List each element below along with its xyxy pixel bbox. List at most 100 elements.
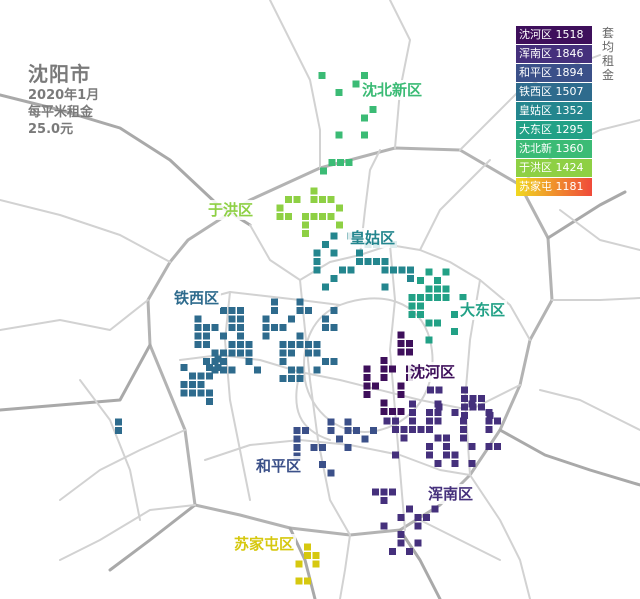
- rent-cell-hunnan: [443, 443, 450, 450]
- rent-cell-hunnan: [485, 426, 493, 433]
- rent-cell-tiexi: [288, 366, 295, 374]
- rent-cell-tiexi: [305, 341, 312, 348]
- rent-cell-yuhong: [319, 213, 326, 220]
- rent-cell-dadong: [434, 319, 441, 327]
- rent-cell-huanggu: [356, 249, 363, 257]
- rent-cell-tiexi: [203, 341, 210, 348]
- rent-cell-tiexi: [237, 341, 244, 348]
- road: [269, 0, 321, 169]
- rent-cell-heping: [344, 427, 352, 434]
- rent-cell-tiexi: [322, 315, 329, 323]
- rent-cell-tiexi: [288, 315, 295, 323]
- district-label-sujiatun: 苏家屯区: [232, 534, 297, 554]
- rent-cell-hunnan: [469, 403, 477, 411]
- rent-cell-tiexi: [180, 389, 188, 397]
- rent-cell-tiexi: [245, 341, 253, 348]
- road: [551, 297, 640, 301]
- rent-cell-huanggu: [364, 258, 372, 265]
- rent-cell-dadong: [442, 294, 450, 301]
- rent-cell-tiexi: [194, 315, 202, 323]
- rent-cell-hunnan: [400, 426, 408, 433]
- rent-cell-tiexi: [189, 389, 196, 397]
- rent-cell-tiexi: [288, 341, 295, 348]
- rent-cell-hunnan: [423, 514, 430, 521]
- rent-cell-hunnan: [409, 400, 416, 408]
- rent-cell-hunnan: [460, 434, 467, 442]
- rent-cell-hunnan: [469, 395, 477, 402]
- rent-cell-yuhong: [336, 221, 343, 229]
- rent-cell-shenbei: [369, 106, 377, 113]
- city-title: 沈阳市: [28, 62, 91, 86]
- rent-cell-tiexi: [279, 358, 287, 365]
- rent-cell-yuhong: [302, 230, 309, 237]
- rent-cell-sujiatun: [304, 543, 311, 551]
- rent-cell-shenhe: [397, 340, 405, 347]
- road: [389, 0, 411, 149]
- rent-cell-hunnan: [426, 409, 433, 416]
- rent-grid-cells: [115, 72, 501, 585]
- district-label-hunnan: 浑南区: [426, 484, 476, 504]
- rent-cell-shenhe: [372, 382, 379, 390]
- rent-cell-tiexi: [228, 366, 236, 374]
- rent-cell-heping: [327, 427, 335, 434]
- rent-cell-hunnan: [414, 539, 422, 547]
- rent-cell-tiexi: [296, 332, 304, 340]
- rent-cell-tiexi: [206, 389, 213, 397]
- rent-cell-dadong: [425, 285, 433, 293]
- rent-cell-heping: [336, 435, 343, 443]
- rent-cell-dadong: [459, 294, 467, 301]
- district-label-heping: 和平区: [254, 456, 304, 476]
- rent-cell-heping: [302, 427, 309, 434]
- road: [389, 244, 406, 531]
- rent-cell-tiexi: [203, 358, 210, 365]
- rent-cell-tiexi: [322, 358, 329, 365]
- rent-cell-shenbei: [345, 159, 353, 166]
- rent-cell-yuhong: [285, 213, 292, 220]
- rent-cell-dadong: [451, 311, 458, 318]
- rent-cell-hunnan: [461, 386, 468, 394]
- rent-cell-yuhong: [310, 196, 318, 203]
- road: [224, 291, 251, 501]
- rent-cell-hunnan: [426, 426, 433, 433]
- rent-cell-sujiatun: [312, 560, 320, 568]
- rent-cell-hunnan: [468, 443, 476, 450]
- rent-cell-tiexi: [313, 349, 321, 357]
- rent-cell-huanggu: [381, 258, 389, 265]
- rent-cell-hunnan: [426, 443, 433, 450]
- rent-cell-tiexi: [197, 389, 205, 397]
- rent-cell-tiexi: [237, 307, 244, 314]
- rent-cell-sujiatun: [304, 577, 311, 585]
- rent-cell-hunnan: [460, 426, 467, 433]
- rent-cell-dadong: [417, 277, 424, 284]
- road: [299, 279, 351, 536]
- rent-cell-dadong: [442, 268, 450, 276]
- rent-cell-tiexi: [305, 307, 312, 314]
- rent-cell-heping: [319, 444, 326, 451]
- rent-cell-dadong: [442, 285, 450, 293]
- rent-cell-shenhe: [397, 408, 405, 415]
- rent-cell-dadong: [408, 311, 416, 318]
- rent-cell-shenhe: [363, 382, 371, 390]
- rent-cell-shenhe: [397, 391, 405, 398]
- rent-cell-shenbei: [320, 167, 327, 175]
- rent-cell-tiexi: [220, 332, 227, 340]
- rent-cell-shenbei: [361, 72, 368, 79]
- rent-cell-tiexi: [214, 364, 222, 371]
- rent-cell-tiexi: [237, 324, 244, 331]
- rent-cell-yuhong: [276, 213, 284, 220]
- rent-cell-shenbei: [318, 72, 326, 79]
- rent-cell-yuhong: [310, 213, 318, 220]
- rent-cell-hunnan: [392, 451, 399, 459]
- rent-cell-huanggu: [330, 275, 338, 282]
- district-label-dadong: 大东区: [458, 300, 508, 320]
- metric-value: 25.0元: [28, 122, 74, 137]
- rent-cell-heping: [310, 444, 318, 451]
- rent-cell-shenbei: [337, 159, 344, 166]
- rent-cell-yuhong: [293, 196, 301, 203]
- rent-cell-dadong: [451, 328, 458, 335]
- rent-cell-tiexi: [330, 307, 338, 314]
- legend-item-huanggu: 皇姑区 1352: [516, 102, 592, 120]
- rent-cell-shenhe: [363, 365, 371, 373]
- rent-cell-shenhe: [363, 391, 371, 398]
- metric-label: 每平米租金: [28, 105, 94, 120]
